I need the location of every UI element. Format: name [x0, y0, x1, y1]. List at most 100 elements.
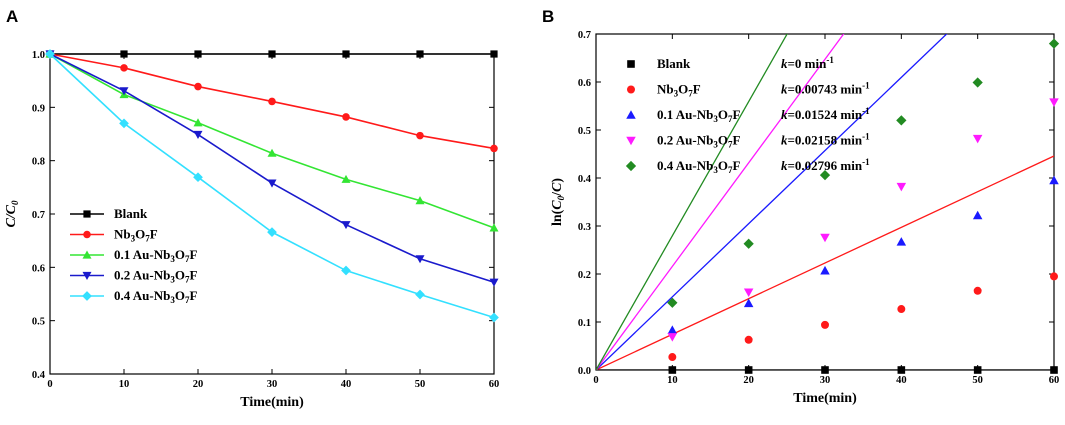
- y-axis-label: C/C0: [4, 200, 20, 228]
- legend-label: 0.2 Au-Nb3O7F: [657, 133, 740, 150]
- data-point: [45, 49, 55, 59]
- data-point: [120, 64, 128, 72]
- y-tick-label: 0.4: [578, 174, 592, 185]
- data-point: [489, 223, 499, 232]
- legend-marker: [82, 271, 92, 280]
- data-point: [1050, 366, 1058, 374]
- data-point: [341, 174, 351, 183]
- legend-label: 0.4 Au-Nb3O7F: [657, 158, 740, 175]
- series-4: [596, 34, 1060, 370]
- x-tick-label: 10: [667, 375, 678, 386]
- data-point: [415, 255, 425, 264]
- legend-label: Nb3O7F: [114, 227, 158, 244]
- rate-constant-label: k=0 min-1: [781, 55, 834, 71]
- x-tick-label: 0: [593, 375, 598, 386]
- y-tick-label: 0.4: [32, 370, 46, 381]
- data-point: [342, 113, 350, 121]
- legend: Blank Nb3O7F 0.1 Au-Nb3O7F 0.2 Au-Nb3O7F 0.4…: [70, 206, 197, 305]
- data-point: [821, 366, 829, 374]
- panel-label-b: B: [542, 7, 554, 26]
- y-tick-label: 0.6: [32, 263, 45, 274]
- legend-label: Blank: [657, 56, 691, 71]
- legend-marker: [83, 230, 91, 239]
- series-0: [46, 50, 498, 58]
- fit-line: [596, 34, 948, 370]
- data-point: [119, 87, 129, 96]
- y-tick-label: 0.8: [32, 157, 45, 168]
- data-point: [119, 118, 129, 129]
- chart-a: 0 10 20 30 40 50 60 0.4 0.5 0.6 0.7 0.8 0.9 1.0 Time(m…: [4, 49, 499, 410]
- y-tick-label: 0.5: [32, 317, 45, 328]
- y-tick-label: 1.0: [32, 50, 45, 61]
- y-tick-label: 0.1: [578, 318, 591, 329]
- data-point: [743, 238, 754, 249]
- data-point: [490, 144, 498, 153]
- series-line: [49, 53, 495, 229]
- legend-label: 0.1 Au-Nb3O7F: [657, 107, 740, 124]
- data-point: [1049, 98, 1059, 107]
- data-point: [667, 333, 678, 342]
- data-point: [416, 131, 424, 140]
- y-tick-label: 0.5: [578, 126, 591, 137]
- x-axis-label: Time(min): [240, 395, 304, 410]
- data-point: [973, 286, 982, 295]
- x-tick-label: 10: [119, 379, 130, 390]
- y-tick-label: 0.6: [578, 78, 591, 89]
- legend-marker: [626, 110, 636, 119]
- legend-label: 0.1 Au-Nb3O7F: [114, 247, 197, 264]
- legend-marker: [627, 60, 635, 68]
- y-tick-label: 0.7: [32, 210, 45, 221]
- chart-b: 0 10 20 30 40 50 60 0.0 0.1 0.2 0.3 0.4 0.5 0.6 0.7 Tim…: [550, 30, 1060, 406]
- y-tick-label: 0.3: [578, 222, 591, 233]
- data-point: [972, 77, 983, 88]
- x-tick-label: 60: [1049, 375, 1060, 386]
- rate-constant-label: k=0.01524 min-1: [781, 106, 870, 122]
- data-point: [972, 134, 983, 144]
- data-point: [120, 50, 128, 58]
- data-point: [268, 50, 276, 58]
- data-point: [743, 298, 754, 308]
- fit-line: [596, 34, 845, 370]
- x-tick-label: 20: [193, 379, 204, 390]
- data-point: [193, 130, 203, 140]
- fit-line: [596, 155, 1054, 370]
- legend-marker: [625, 160, 637, 172]
- x-tick-label: 20: [743, 375, 754, 386]
- data-point: [668, 366, 677, 374]
- x-tick-label: 40: [896, 375, 907, 386]
- data-point: [341, 265, 351, 276]
- data-point: [194, 50, 202, 58]
- legend-label: 0.2 Au-Nb3O7F: [114, 268, 197, 285]
- data-point: [819, 169, 831, 181]
- data-point: [267, 227, 277, 237]
- data-point: [341, 221, 351, 230]
- data-point: [667, 325, 678, 334]
- x-tick-label: 40: [341, 379, 352, 390]
- series-1: [596, 155, 1058, 370]
- x-tick-label: 30: [267, 379, 278, 390]
- data-point: [897, 305, 906, 314]
- data-point: [743, 288, 754, 297]
- legend-label: Blank: [114, 206, 148, 221]
- legend-marker: [82, 291, 92, 301]
- data-point: [267, 179, 277, 188]
- data-point: [744, 335, 753, 344]
- panel-label-a: A: [6, 7, 18, 26]
- y-tick-label: 0.0: [578, 366, 591, 377]
- rate-constant-label: k=0.02796 min-1: [781, 157, 870, 173]
- legend-marker: [83, 210, 91, 218]
- data-point: [342, 50, 350, 58]
- series-4: [45, 49, 499, 323]
- fit-line: [596, 34, 788, 370]
- data-point: [489, 278, 499, 287]
- data-point: [744, 366, 753, 374]
- data-point: [194, 82, 202, 91]
- data-point: [820, 265, 830, 275]
- series-3: [45, 50, 499, 287]
- data-point: [972, 210, 983, 220]
- legend-label: Nb3O7F: [657, 82, 701, 99]
- x-tick-label: 0: [47, 379, 52, 390]
- x-tick-label: 30: [820, 375, 831, 386]
- data-point: [1048, 38, 1060, 49]
- x-tick-label: 60: [489, 379, 500, 390]
